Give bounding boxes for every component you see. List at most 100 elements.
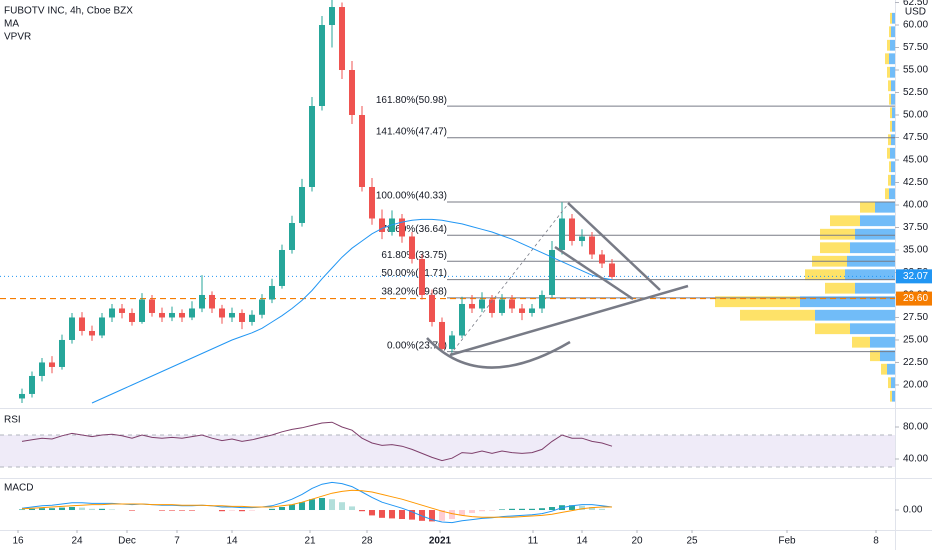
macd-histogram-bar [399, 510, 405, 520]
macd-histogram-bar [269, 508, 275, 511]
candle-body [319, 25, 325, 107]
y-tick-label: 47.50 [903, 132, 928, 143]
candle-body [129, 312, 135, 322]
macd-histogram-bar [439, 510, 445, 521]
y-tick-label: 25.00 [903, 335, 928, 346]
volume-profile-up [891, 174, 895, 186]
volume-profile-up [892, 120, 895, 132]
macd-histogram-bar [479, 510, 485, 512]
volume-profile-down [887, 147, 890, 159]
volume-profile-up [845, 269, 895, 281]
candle-body [329, 7, 335, 26]
candle-body [169, 312, 175, 318]
volume-profile-up [850, 323, 895, 335]
macd-histogram-bar [29, 508, 35, 511]
volume-profile-up [889, 188, 895, 200]
candle-body [69, 317, 75, 340]
candle-body [99, 317, 105, 336]
volume-profile-up [800, 296, 895, 308]
volume-profile-up [890, 39, 895, 51]
volume-profile-up [892, 390, 895, 402]
macd-histogram-bar [599, 508, 605, 511]
rsi-line [21, 421, 613, 462]
volume-profile-down [852, 336, 870, 348]
volume-profile-up [887, 363, 895, 375]
macd-histogram-bar [169, 510, 175, 511]
candle-body [469, 303, 475, 309]
volume-profile-up [891, 80, 895, 92]
candle-body [529, 308, 535, 313]
candle-body [569, 218, 575, 241]
candle-body [29, 375, 35, 394]
support-trend-line [449, 284, 689, 357]
macd-histogram-bar [39, 508, 45, 511]
macd-histogram-bar [19, 509, 25, 511]
volume-profile-down [890, 390, 892, 402]
y-tick-label: 52.50 [903, 87, 928, 98]
volume-profile-down [715, 296, 800, 308]
cup-arc [426, 337, 571, 369]
macd-histogram-bar [79, 507, 85, 511]
macd-histogram-bar [409, 510, 415, 520]
macd-histogram-bar [379, 510, 385, 518]
candle-body [249, 314, 255, 322]
x-tick-label: 25 [686, 536, 698, 547]
candle-body [79, 317, 85, 331]
macd-histogram-bar [519, 508, 525, 511]
wedge-upper [567, 202, 661, 291]
macd-histogram-bar [89, 508, 95, 511]
currency-label: USD [905, 7, 926, 18]
candle-body [239, 312, 245, 322]
fib-label: 0.00%(23.70) [387, 340, 447, 351]
volume-profile-up [860, 215, 895, 227]
candle-body [189, 308, 195, 318]
fib-label: 141.40%(47.47) [376, 126, 447, 137]
macd-histogram-bar [309, 499, 315, 511]
candle-body [109, 308, 115, 318]
y-tick-label: 0.00 [903, 505, 923, 516]
macd-histogram-bar [339, 502, 345, 511]
candle-body [539, 294, 545, 309]
macd-histogram-bar [449, 510, 455, 520]
price-pane: 161.80%(50.98) 141.40%(47.47) 100.00%(40.3… [0, 0, 895, 404]
x-tick-label: 24 [71, 536, 83, 547]
volume-profile-down [870, 350, 880, 362]
last-price-label: 32.07 [903, 271, 928, 282]
candle-body [209, 294, 215, 309]
macd-histogram-bar [419, 510, 425, 521]
candle-body [219, 308, 225, 318]
candle-body [449, 335, 455, 349]
candle-body [399, 218, 405, 237]
y-tick-label: 40.00 [903, 200, 928, 211]
candle-body [229, 312, 235, 318]
volume-profile-down [889, 26, 891, 38]
macd-histogram-bar [239, 510, 245, 512]
volume-profile-up [891, 26, 895, 38]
fib-label: 78.60%(36.64) [381, 224, 447, 235]
volume-profile-down [888, 377, 891, 389]
macd-histogram-bar [459, 510, 465, 516]
last-price-tag [896, 269, 932, 284]
volume-profile-up [850, 242, 895, 254]
x-tick-label: 28 [361, 536, 373, 547]
macd-histogram-bar [179, 510, 185, 511]
macd-histogram-bar [589, 507, 595, 511]
y-tick-label: 80.00 [903, 422, 928, 433]
candle-body [589, 236, 595, 255]
macd-histogram-bar [429, 510, 435, 522]
y-tick-label: 22.50 [903, 357, 928, 368]
y-tick-label: 42.50 [903, 177, 928, 188]
chart-title: FUBOTV INC, 4h, Cboe BZX [4, 6, 133, 17]
macd-histogram-bar [319, 498, 325, 511]
macd-histogram-bar [539, 508, 545, 511]
volume-profile-up [855, 282, 895, 294]
fib-trend-line [449, 203, 569, 356]
macd-histogram-bar [489, 510, 495, 511]
y-tick-label: 35.00 [903, 245, 928, 256]
candle-body [419, 258, 425, 295]
volume-profile-up [815, 309, 895, 321]
candle-body [479, 299, 485, 309]
candle-body [299, 186, 305, 223]
candle-body [579, 236, 585, 241]
y-tick-label: 60.00 [903, 20, 928, 31]
